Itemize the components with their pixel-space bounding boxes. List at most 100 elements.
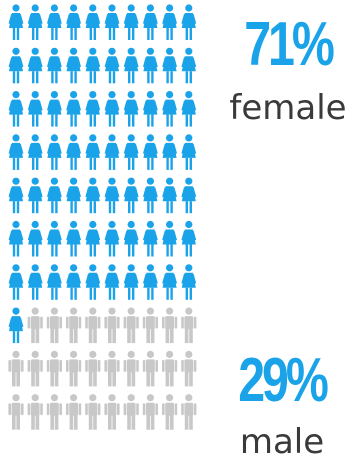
male-person-icon [142, 350, 158, 387]
female-person-icon [85, 91, 101, 127]
female-person-icon [104, 220, 120, 257]
female-person-icon [123, 220, 139, 257]
female-person-icon [85, 264, 101, 300]
female-person-icon [47, 220, 62, 257]
male-person-icon [66, 350, 82, 387]
female-person-icon [123, 177, 139, 214]
female-person-icon [47, 177, 62, 214]
female-person-icon [143, 47, 158, 84]
female-person-icon [47, 4, 62, 40]
female-person-icon [162, 91, 177, 127]
female-person-icon [66, 91, 81, 127]
female-person-icon [8, 4, 24, 40]
female-person-icon [8, 91, 24, 127]
female-stat: 71% female [226, 10, 350, 129]
male-person-icon [66, 394, 82, 430]
male-person-icon [104, 350, 120, 387]
female-person-icon [47, 91, 62, 127]
male-person-icon [27, 394, 43, 430]
male-person-icon [8, 394, 24, 430]
female-person-icon [181, 91, 197, 127]
female-person-icon [162, 177, 177, 214]
male-person-icon [123, 350, 139, 387]
male-person-icon [181, 394, 197, 430]
male-person-icon [46, 307, 62, 344]
female-person-icon [8, 177, 24, 214]
female-person-icon [104, 4, 120, 40]
female-person-icon [85, 47, 101, 84]
male-person-icon [142, 307, 158, 344]
female-person-icon [104, 47, 120, 84]
female-person-icon [162, 134, 177, 170]
female-person-icon [85, 177, 101, 214]
female-person-icon [104, 177, 120, 214]
female-person-icon [8, 307, 24, 344]
female-person-icon [181, 220, 197, 257]
male-person-icon [162, 394, 178, 430]
female-person-icon [8, 264, 24, 300]
female-person-icon [8, 134, 24, 170]
male-person-icon [162, 307, 178, 344]
female-person-icon [123, 134, 139, 170]
female-person-icon [123, 47, 139, 84]
female-person-icon [181, 47, 197, 84]
female-person-icon [162, 220, 177, 257]
male-person-icon [104, 394, 120, 430]
female-person-icon [85, 134, 101, 170]
female-person-icon [85, 4, 101, 40]
female-person-icon [66, 177, 81, 214]
female-person-icon [66, 134, 81, 170]
female-person-icon [8, 220, 24, 257]
female-percent-label: 71% [244, 10, 335, 79]
female-person-icon [143, 177, 158, 214]
female-person-icon [123, 91, 139, 127]
female-person-icon [27, 4, 43, 40]
female-person-icon [27, 264, 43, 300]
female-person-icon [27, 47, 43, 84]
male-person-icon [85, 350, 101, 387]
female-person-icon [104, 134, 120, 170]
female-person-icon [162, 47, 177, 84]
female-person-icon [27, 220, 43, 257]
male-person-icon [162, 350, 178, 387]
female-person-icon [47, 47, 62, 84]
male-person-icon [123, 394, 139, 430]
female-person-icon [181, 134, 197, 170]
female-person-icon [8, 47, 24, 84]
male-person-icon [142, 394, 158, 430]
female-person-icon [47, 264, 62, 300]
female-person-icon [181, 264, 197, 300]
male-person-icon [66, 307, 82, 344]
female-person-icon [143, 220, 158, 257]
male-person-icon [46, 394, 62, 430]
male-person-icon [85, 394, 101, 430]
male-person-icon [27, 350, 43, 387]
female-person-icon [143, 4, 158, 40]
female-person-icon [104, 264, 120, 300]
male-person-icon [123, 307, 139, 344]
female-person-icon [162, 4, 177, 40]
male-person-icon [46, 350, 62, 387]
female-person-icon [143, 91, 158, 127]
female-person-icon [27, 134, 43, 170]
female-person-icon [47, 134, 62, 170]
male-person-icon [181, 307, 197, 344]
female-person-icon [66, 47, 81, 84]
female-person-icon [143, 264, 158, 300]
male-stat: 29% male [220, 350, 344, 462]
male-person-icon [27, 307, 43, 344]
female-person-icon [66, 220, 81, 257]
male-person-icon [181, 350, 197, 387]
male-person-icon [104, 307, 120, 344]
male-label: male [239, 422, 325, 462]
female-person-icon [66, 264, 81, 300]
male-person-icon [8, 350, 24, 387]
female-person-icon [162, 264, 177, 300]
female-person-icon [27, 177, 43, 214]
female-person-icon [123, 264, 139, 300]
female-person-icon [27, 91, 43, 127]
female-person-icon [181, 177, 197, 214]
female-label: female [229, 88, 347, 128]
icon-grid [8, 4, 197, 430]
